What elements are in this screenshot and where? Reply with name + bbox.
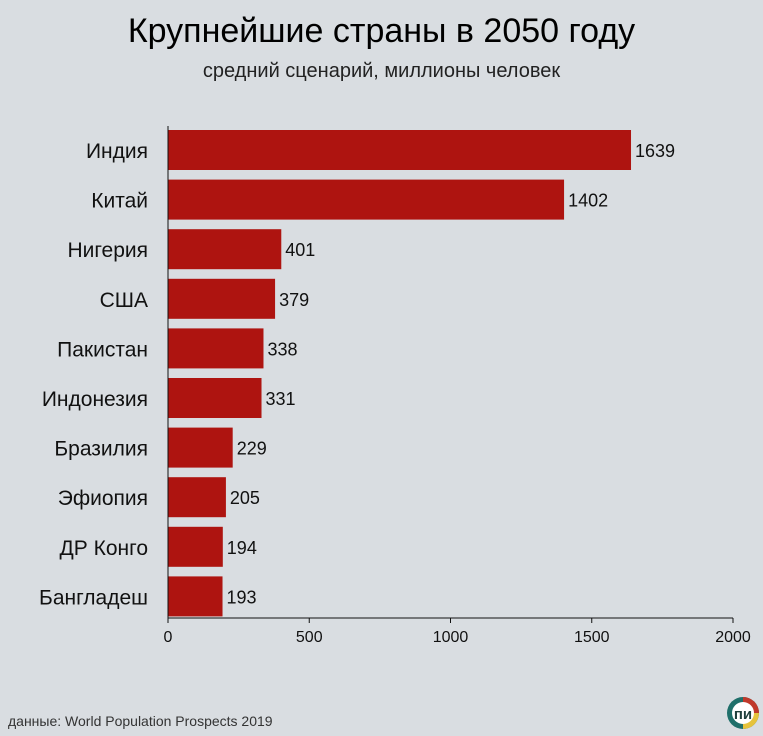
bar-2 <box>168 229 282 270</box>
x-tick-label-2: 1000 <box>433 629 469 646</box>
publisher-logo: пи <box>727 697 759 729</box>
bar-7 <box>168 477 226 518</box>
x-tick-label-4: 2000 <box>715 629 751 646</box>
chart-subtitle: средний сценарий, миллионы человек <box>202 60 561 82</box>
value-label-5: 331 <box>266 389 296 409</box>
value-label-7: 205 <box>230 488 260 508</box>
bar-3 <box>168 278 276 319</box>
category-label-9: Бангладеш <box>39 586 148 609</box>
category-label-8: ДР Конго <box>60 537 148 560</box>
category-label-1: Китай <box>91 190 148 213</box>
logo-text: пи <box>734 706 752 723</box>
category-label-4: Пакистан <box>57 338 148 361</box>
bar-4 <box>168 328 264 369</box>
value-label-0: 1639 <box>635 141 675 161</box>
category-label-5: Индонезия <box>42 388 148 411</box>
x-tick-label-1: 500 <box>296 629 323 646</box>
category-label-6: Бразилия <box>54 438 148 461</box>
bar-6 <box>168 427 233 468</box>
bar-0 <box>168 130 632 170</box>
category-label-3: США <box>100 289 148 312</box>
data-source-note: данные: World Population Prospects 2019 <box>8 713 273 729</box>
bar-1 <box>168 179 565 220</box>
x-tick-label-0: 0 <box>164 629 173 646</box>
value-label-2: 401 <box>285 240 315 260</box>
value-label-4: 338 <box>267 339 297 359</box>
value-label-9: 193 <box>227 587 257 607</box>
value-label-1: 1402 <box>568 191 608 211</box>
category-label-2: Нигерия <box>67 239 148 262</box>
chart-title: Крупнейшие страны в 2050 году <box>127 12 636 50</box>
category-label-0: Индия <box>86 140 148 163</box>
bar-8 <box>168 526 223 567</box>
value-label-3: 379 <box>279 290 309 310</box>
value-label-8: 194 <box>227 538 257 558</box>
bar-5 <box>168 378 262 418</box>
category-label-7: Эфиопия <box>58 487 148 510</box>
value-label-6: 229 <box>237 439 267 459</box>
x-tick-label-3: 1500 <box>574 629 610 646</box>
bar-9 <box>168 576 223 617</box>
